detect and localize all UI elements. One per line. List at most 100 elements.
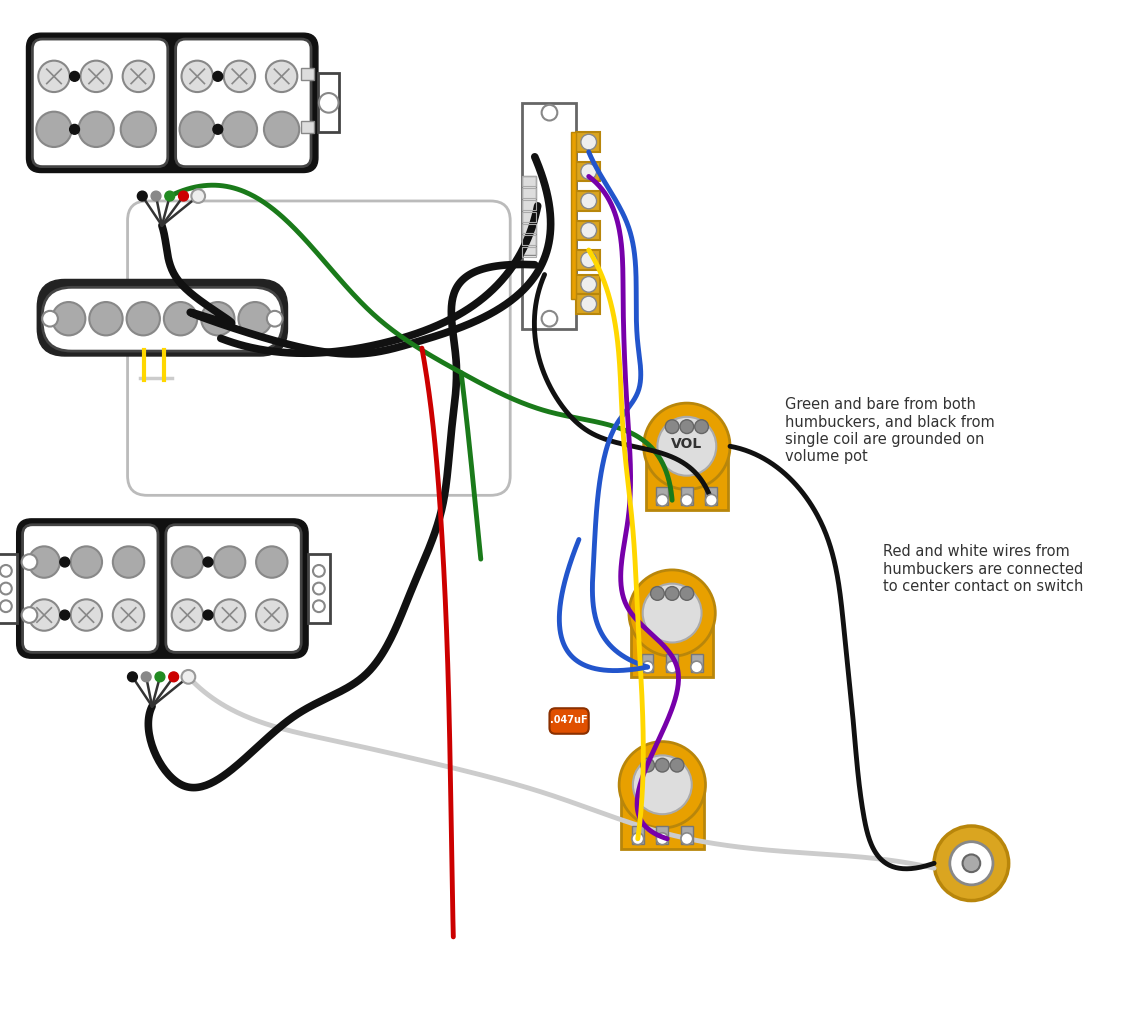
- Bar: [646, 442, 728, 510]
- Circle shape: [680, 420, 693, 434]
- Bar: [706, 488, 717, 505]
- Bar: [621, 780, 703, 849]
- Bar: [656, 826, 668, 844]
- Circle shape: [238, 302, 272, 335]
- Circle shape: [221, 112, 257, 147]
- Circle shape: [641, 758, 655, 772]
- Bar: [576, 132, 601, 152]
- Circle shape: [213, 72, 222, 81]
- Circle shape: [581, 222, 596, 238]
- Circle shape: [113, 546, 145, 578]
- Circle shape: [633, 755, 692, 814]
- Bar: [681, 826, 693, 844]
- FancyBboxPatch shape: [550, 708, 588, 734]
- Circle shape: [60, 558, 70, 567]
- Circle shape: [313, 582, 325, 594]
- Circle shape: [934, 826, 1008, 901]
- FancyBboxPatch shape: [26, 33, 318, 172]
- Circle shape: [542, 311, 558, 327]
- Circle shape: [629, 570, 716, 656]
- Circle shape: [138, 191, 147, 201]
- Circle shape: [182, 670, 195, 684]
- Circle shape: [632, 833, 644, 845]
- Bar: [666, 654, 679, 672]
- Circle shape: [213, 600, 245, 630]
- FancyBboxPatch shape: [176, 39, 312, 167]
- Circle shape: [126, 302, 160, 335]
- Text: VOL: VOL: [672, 438, 702, 451]
- Circle shape: [70, 72, 79, 81]
- Bar: [522, 200, 536, 210]
- Bar: [301, 121, 314, 133]
- Bar: [318, 74, 340, 132]
- Circle shape: [691, 661, 702, 673]
- Circle shape: [151, 191, 161, 201]
- Circle shape: [36, 112, 71, 147]
- Bar: [522, 223, 536, 234]
- Circle shape: [178, 191, 189, 201]
- Circle shape: [256, 546, 288, 578]
- Circle shape: [656, 833, 668, 845]
- Circle shape: [641, 661, 654, 673]
- Circle shape: [318, 93, 339, 113]
- Circle shape: [60, 610, 70, 620]
- Bar: [576, 294, 601, 314]
- Circle shape: [165, 191, 175, 201]
- Bar: [631, 608, 714, 676]
- Circle shape: [80, 60, 112, 92]
- Circle shape: [201, 302, 235, 335]
- Circle shape: [168, 672, 178, 682]
- Circle shape: [213, 546, 245, 578]
- Circle shape: [180, 112, 215, 147]
- Circle shape: [313, 565, 325, 577]
- Circle shape: [657, 417, 716, 476]
- Circle shape: [172, 600, 203, 630]
- Circle shape: [680, 586, 693, 601]
- Bar: [308, 555, 330, 623]
- Circle shape: [224, 60, 255, 92]
- Circle shape: [172, 546, 203, 578]
- Bar: [522, 247, 536, 257]
- Bar: [641, 654, 654, 672]
- Circle shape: [619, 742, 706, 828]
- Circle shape: [581, 164, 596, 179]
- Circle shape: [694, 420, 708, 434]
- Bar: [576, 191, 601, 211]
- Circle shape: [191, 190, 205, 203]
- Bar: [576, 162, 601, 181]
- Circle shape: [650, 586, 664, 601]
- Bar: [522, 236, 536, 245]
- Circle shape: [0, 601, 11, 612]
- Text: Green and bare from both
humbuckers, and black from
single coil are grounded on
: Green and bare from both humbuckers, and…: [785, 398, 995, 464]
- Circle shape: [542, 105, 558, 121]
- FancyBboxPatch shape: [33, 39, 168, 167]
- Circle shape: [264, 112, 299, 147]
- Circle shape: [706, 494, 717, 506]
- Circle shape: [21, 607, 37, 623]
- Circle shape: [644, 403, 730, 490]
- Circle shape: [21, 555, 37, 570]
- Circle shape: [182, 60, 213, 92]
- Bar: [691, 654, 702, 672]
- Circle shape: [79, 112, 114, 147]
- Circle shape: [203, 610, 213, 620]
- Circle shape: [71, 600, 102, 630]
- Bar: [301, 68, 314, 80]
- Circle shape: [581, 252, 596, 268]
- Circle shape: [71, 546, 102, 578]
- Bar: [522, 189, 536, 198]
- Circle shape: [28, 600, 60, 630]
- Circle shape: [89, 302, 123, 335]
- Circle shape: [266, 60, 297, 92]
- Circle shape: [141, 672, 151, 682]
- Bar: [522, 176, 536, 187]
- Circle shape: [581, 134, 596, 150]
- Circle shape: [28, 546, 60, 578]
- FancyBboxPatch shape: [37, 280, 288, 356]
- FancyBboxPatch shape: [42, 287, 282, 352]
- Bar: [522, 102, 576, 329]
- Circle shape: [581, 277, 596, 292]
- Circle shape: [164, 302, 198, 335]
- Circle shape: [128, 672, 138, 682]
- Bar: [571, 132, 576, 299]
